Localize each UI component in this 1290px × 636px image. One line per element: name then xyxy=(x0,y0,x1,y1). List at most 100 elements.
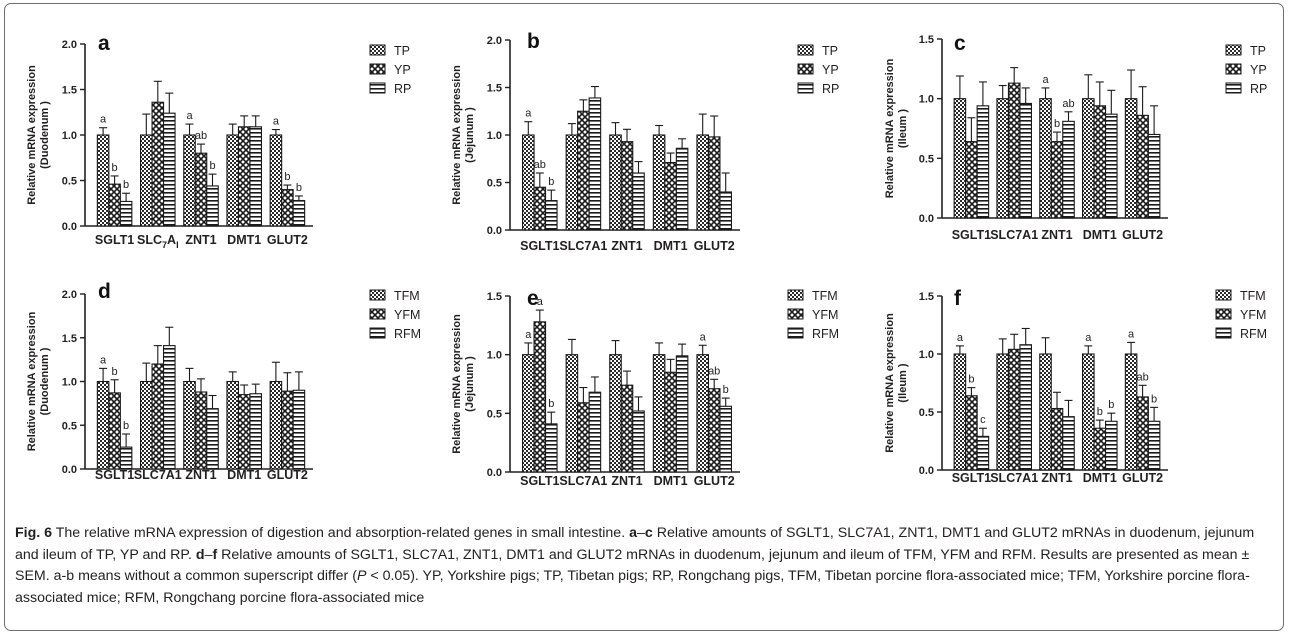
legend-swatch xyxy=(787,327,804,339)
bar-RP-ZNT1 xyxy=(632,172,645,231)
significance-label: a xyxy=(100,354,107,366)
x-tick-label: SGLT1 xyxy=(520,239,559,253)
significance-label: a xyxy=(1128,328,1135,340)
bar-TFM-ZNT1 xyxy=(609,354,622,473)
y-tick-label: 0.0 xyxy=(487,467,502,479)
significance-label: b xyxy=(123,420,129,432)
y-tick-label: 0.0 xyxy=(62,221,77,233)
y-tick-label: 1.0 xyxy=(487,130,502,142)
x-tick-label: DMT1 xyxy=(654,474,688,488)
bar-YP-SGLT1 xyxy=(108,183,121,227)
x-tick-label: GLUT2 xyxy=(267,468,308,482)
legend-swatch xyxy=(1215,289,1232,301)
y-tick-label: 1.5 xyxy=(919,291,934,303)
y-tick-label: 1.0 xyxy=(62,130,77,142)
bar-TP-ZNT1 xyxy=(609,134,622,231)
significance-label: a xyxy=(273,116,280,128)
figure-caption: Fig. 6 The relative mRNA expression of d… xyxy=(15,523,1277,609)
bar-TFM-DMT1 xyxy=(1082,353,1095,471)
y-tick-label: 1.0 xyxy=(487,350,502,362)
bar-RP-SGLT1 xyxy=(119,200,133,227)
y-tick-label: 0.5 xyxy=(919,407,934,419)
x-tick-label: GLUT2 xyxy=(1122,228,1163,242)
bar-TP-ZNT1 xyxy=(183,134,196,227)
bar-TFM-GLUT2 xyxy=(269,380,283,470)
significance-label: b xyxy=(112,366,118,378)
y-tick-label: 0.5 xyxy=(919,153,934,165)
legend-label: YFM xyxy=(1240,308,1266,322)
figure-frame xyxy=(4,3,1284,631)
bar-YFM-SGLT1 xyxy=(965,395,978,471)
significance-label: a xyxy=(100,114,107,126)
bar-YP-GLUT2 xyxy=(707,136,721,231)
caption-text-2: Relative amounts of SGLT1, SLC7A1, ZNT1,… xyxy=(15,525,1255,563)
y-tick-label: 0.0 xyxy=(62,464,77,476)
y-axis-label: Relative mRNA expression(Duodenum ) xyxy=(26,311,51,451)
legend-label: RFM xyxy=(394,327,421,341)
significance-label: b xyxy=(1108,399,1114,411)
x-tick-label: ZNT1 xyxy=(185,233,216,247)
bar-YP-DMT1 xyxy=(664,162,677,231)
legend-swatch xyxy=(787,289,804,301)
significance-label: ab xyxy=(1136,371,1148,383)
bar-RFM-GLUT2 xyxy=(719,405,733,473)
chart-panel-b: b 0.0 0.5 1.0 1.5 2.0 Relative mRNA expression… xyxy=(451,30,839,253)
x-tick-label: SLC7A1 xyxy=(559,474,607,488)
bar-TFM-SGLT1 xyxy=(96,380,110,470)
x-tick-label: GLUT2 xyxy=(694,474,735,488)
x-tick-label-part: SLC xyxy=(137,233,162,247)
significance-label: a xyxy=(1085,332,1092,344)
y-tick-label: 1.0 xyxy=(919,94,934,106)
y-tick-label: 1.5 xyxy=(487,291,502,303)
y-tick-label: 0.5 xyxy=(487,408,502,420)
bar-YP-SLC7A1 xyxy=(1007,82,1021,219)
legend-swatch xyxy=(369,44,386,56)
bar-YP-SGLT1 xyxy=(965,141,978,219)
panel-letter: c xyxy=(954,32,966,55)
bar-YFM-ZNT1 xyxy=(1050,407,1064,471)
x-tick-label-part: A xyxy=(167,233,176,247)
significance-label: b xyxy=(1097,406,1103,418)
figure-panels: a 0.0 0.5 1.0 1.5 2.0 Relative mRNA expression… xyxy=(26,30,1267,488)
bar-TP-SLC7A1 xyxy=(565,134,579,231)
significance-label: ab xyxy=(195,130,207,142)
bar-RFM-DMT1 xyxy=(249,393,262,470)
y-axis-label: Relative mRNA expression(Jejunum ) xyxy=(451,65,476,205)
bar-TP-ZNT1 xyxy=(1039,98,1052,219)
legend-label: RFM xyxy=(1240,327,1267,341)
bar-YP-DMT1 xyxy=(237,126,251,227)
bar-RFM-SGLT1 xyxy=(976,435,990,471)
legend-swatch xyxy=(1215,308,1232,320)
bar-YFM-DMT1 xyxy=(1093,427,1107,471)
bar-RP-ZNT1 xyxy=(1062,120,1075,219)
y-tick-label: 2.0 xyxy=(62,39,77,51)
bar-RP-SGLT1 xyxy=(544,200,558,231)
y-tick-label: 0.0 xyxy=(487,225,502,237)
x-tick-label: SLC7A1 xyxy=(990,471,1038,485)
bar-RP-DMT1 xyxy=(675,147,689,231)
panel-letter: f xyxy=(954,287,962,310)
y-axis-label: Relative mRNA expression(Ileum ) xyxy=(884,313,909,453)
significance-label: a xyxy=(525,108,532,120)
x-tick-label: SLC7A1 xyxy=(990,228,1038,242)
x-tick-label: ZNT1 xyxy=(611,239,642,253)
bar-TFM-SLC7A1 xyxy=(140,380,153,470)
bar-RP-GLUT2 xyxy=(719,191,733,231)
y-tick-label: 1.0 xyxy=(919,349,934,361)
bar-YFM-SLC7A1 xyxy=(577,402,590,473)
bar-TP-GLUT2 xyxy=(696,134,710,231)
legend-swatch xyxy=(1225,82,1242,94)
significance-label: b xyxy=(1054,118,1060,130)
legend-swatch xyxy=(797,82,814,94)
legend-swatch xyxy=(787,308,804,320)
bar-YFM-SGLT1 xyxy=(108,392,121,470)
significance-label: c xyxy=(980,414,986,426)
legend-label: RP xyxy=(1250,82,1267,96)
chart-panel-d: d 0.0 0.5 1.0 1.5 2.0 Relative mRNA expression… xyxy=(26,280,421,482)
x-tick-label-part: 7 xyxy=(162,240,167,250)
chart-panel-e: e 0.0 0.5 1.0 1.5 Relative mRNA expression(Je… xyxy=(451,287,839,488)
significance-label: b xyxy=(968,374,974,386)
panel-letter: d xyxy=(98,280,111,303)
x-tick-label: GLUT2 xyxy=(1122,471,1163,485)
bar-TFM-ZNT1 xyxy=(183,380,196,470)
